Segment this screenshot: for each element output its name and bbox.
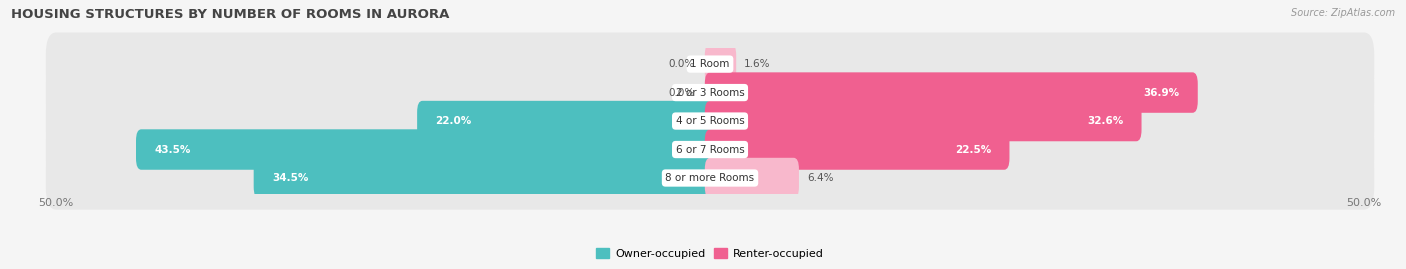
Text: Source: ZipAtlas.com: Source: ZipAtlas.com	[1291, 8, 1395, 18]
FancyBboxPatch shape	[704, 129, 1010, 170]
Text: 34.5%: 34.5%	[271, 173, 308, 183]
Text: 32.6%: 32.6%	[1087, 116, 1123, 126]
FancyBboxPatch shape	[418, 101, 716, 141]
FancyBboxPatch shape	[136, 129, 716, 170]
FancyBboxPatch shape	[46, 118, 1374, 181]
Text: 22.5%: 22.5%	[955, 144, 991, 154]
FancyBboxPatch shape	[704, 158, 799, 198]
FancyBboxPatch shape	[704, 44, 737, 84]
Text: 2 or 3 Rooms: 2 or 3 Rooms	[676, 88, 744, 98]
Text: 1.6%: 1.6%	[744, 59, 770, 69]
FancyBboxPatch shape	[46, 61, 1374, 124]
Legend: Owner-occupied, Renter-occupied: Owner-occupied, Renter-occupied	[592, 244, 828, 264]
FancyBboxPatch shape	[704, 101, 1142, 141]
FancyBboxPatch shape	[46, 146, 1374, 210]
Text: HOUSING STRUCTURES BY NUMBER OF ROOMS IN AURORA: HOUSING STRUCTURES BY NUMBER OF ROOMS IN…	[11, 8, 450, 21]
Text: 1 Room: 1 Room	[690, 59, 730, 69]
FancyBboxPatch shape	[704, 72, 1198, 113]
Text: 6.4%: 6.4%	[807, 173, 834, 183]
Text: 43.5%: 43.5%	[155, 144, 191, 154]
Text: 4 or 5 Rooms: 4 or 5 Rooms	[676, 116, 744, 126]
Text: 0.0%: 0.0%	[668, 59, 695, 69]
Text: 22.0%: 22.0%	[436, 116, 471, 126]
FancyBboxPatch shape	[46, 33, 1374, 96]
FancyBboxPatch shape	[253, 158, 716, 198]
FancyBboxPatch shape	[46, 89, 1374, 153]
Text: 8 or more Rooms: 8 or more Rooms	[665, 173, 755, 183]
Text: 0.0%: 0.0%	[668, 88, 695, 98]
Text: 6 or 7 Rooms: 6 or 7 Rooms	[676, 144, 744, 154]
Text: 36.9%: 36.9%	[1143, 88, 1180, 98]
